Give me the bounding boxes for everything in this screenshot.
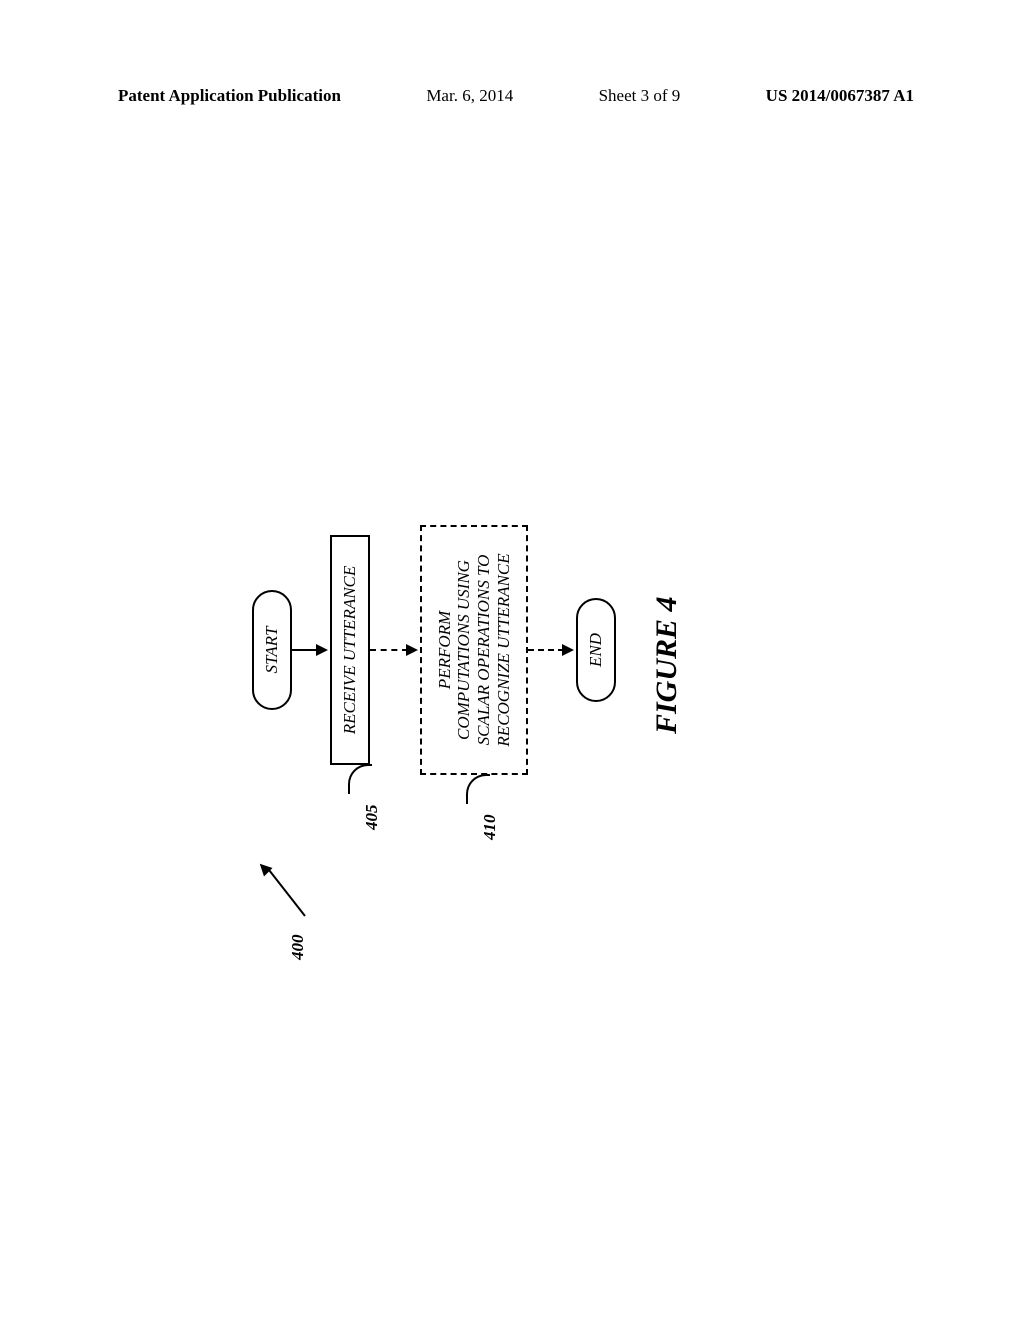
edge-recv-comp (370, 649, 408, 651)
header-pubnum: US 2014/0067387 A1 (766, 86, 914, 106)
ref-405: 405 (362, 805, 382, 831)
page-header: Patent Application Publication Mar. 6, 2… (0, 86, 1024, 106)
node-perform-computations: PERFORMCOMPUTATIONS USINGSCALAR OPERATIO… (420, 525, 528, 775)
node-start: START (252, 590, 292, 710)
lead-410 (466, 774, 490, 804)
header-publication: Patent Application Publication (118, 86, 341, 106)
flowchart: 400 START RECEIVE UTTERANCE 405 PERFORMC… (252, 340, 772, 980)
ref-400-arrow (267, 868, 306, 917)
header-date: Mar. 6, 2014 (426, 86, 513, 106)
node-receive-utterance: RECEIVE UTTERANCE (330, 535, 370, 765)
figure-4: 400 START RECEIVE UTTERANCE 405 PERFORMC… (252, 340, 772, 980)
node-start-label: START (262, 627, 282, 674)
lead-405 (348, 764, 372, 794)
edge-comp-end (528, 649, 564, 651)
edge-recv-comp-head (406, 644, 418, 656)
node-perform-computations-label: PERFORMCOMPUTATIONS USINGSCALAR OPERATIO… (435, 553, 513, 746)
figure-caption: FIGURE 4 (650, 596, 684, 734)
node-end: END (576, 598, 616, 702)
ref-410: 410 (480, 815, 500, 841)
edge-start-recv-head (316, 644, 328, 656)
edge-comp-end-head (562, 644, 574, 656)
node-receive-utterance-label: RECEIVE UTTERANCE (340, 566, 360, 735)
node-end-label: END (586, 633, 606, 667)
header-sheet: Sheet 3 of 9 (599, 86, 681, 106)
ref-400: 400 (288, 935, 308, 961)
edge-start-recv (292, 649, 318, 651)
